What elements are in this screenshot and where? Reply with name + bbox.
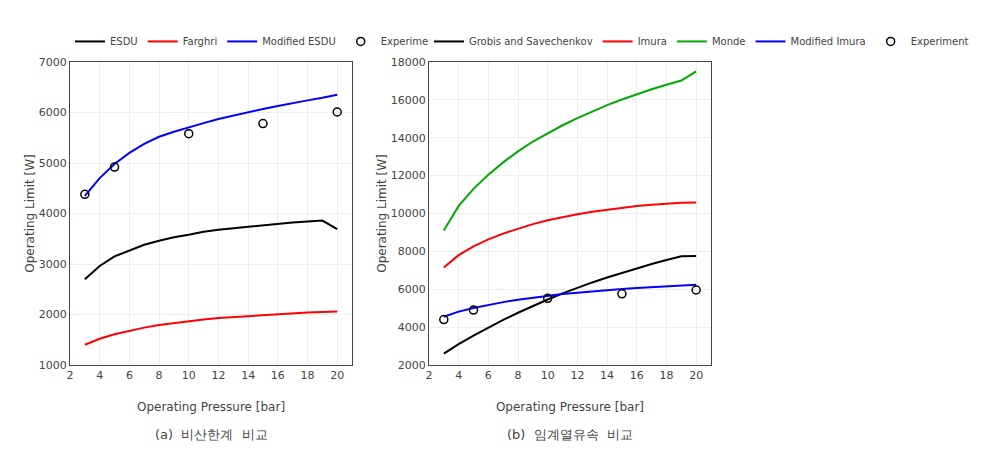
- svg-text:8000: 8000: [398, 245, 426, 258]
- svg-text:7000: 7000: [39, 56, 67, 69]
- svg-text:2000: 2000: [39, 308, 67, 321]
- svg-text:14: 14: [600, 369, 614, 382]
- svg-text:1000: 1000: [39, 359, 67, 372]
- svg-text:6: 6: [126, 369, 133, 382]
- svg-text:10000: 10000: [391, 207, 426, 220]
- svg-text:(b) 임계열유속 비교: (b) 임계열유속 비교: [507, 427, 633, 442]
- svg-text:Experiment: Experiment: [911, 36, 969, 47]
- svg-text:8: 8: [156, 369, 163, 382]
- svg-text:ESDU: ESDU: [110, 36, 138, 47]
- svg-text:(a) 비산한계 비교: (a) 비산한계 비교: [155, 427, 268, 442]
- svg-text:10: 10: [182, 369, 196, 382]
- svg-text:2: 2: [67, 369, 74, 382]
- svg-text:3000: 3000: [39, 258, 67, 271]
- svg-text:10: 10: [541, 369, 555, 382]
- svg-text:14000: 14000: [391, 132, 426, 145]
- svg-text:12: 12: [570, 369, 584, 382]
- svg-text:Modified ESDU: Modified ESDU: [262, 36, 336, 47]
- svg-text:Monde: Monde: [712, 36, 746, 47]
- svg-text:16: 16: [630, 369, 644, 382]
- svg-text:Operating Limit [W]: Operating Limit [W]: [375, 154, 389, 273]
- svg-text:6000: 6000: [39, 106, 67, 119]
- svg-text:16: 16: [271, 369, 285, 382]
- svg-text:2000: 2000: [398, 359, 426, 372]
- svg-text:Operating Pressure [bar]: Operating Pressure [bar]: [496, 400, 644, 414]
- svg-text:18000: 18000: [391, 56, 426, 69]
- svg-text:12: 12: [211, 369, 225, 382]
- svg-text:6000: 6000: [398, 283, 426, 296]
- svg-text:18: 18: [301, 369, 315, 382]
- svg-text:Operating Pressure [bar]: Operating Pressure [bar]: [137, 400, 285, 414]
- svg-text:4000: 4000: [39, 207, 67, 220]
- svg-text:20: 20: [689, 369, 703, 382]
- svg-text:Experiment: Experiment: [380, 36, 439, 48]
- svg-text:14: 14: [241, 369, 255, 382]
- svg-text:4000: 4000: [398, 321, 426, 334]
- svg-text:12000: 12000: [391, 169, 426, 182]
- svg-text:18: 18: [659, 369, 673, 382]
- svg-text:Farghri: Farghri: [183, 36, 217, 47]
- svg-text:Modified Imura: Modified Imura: [791, 36, 866, 47]
- svg-text:Imura: Imura: [638, 36, 667, 47]
- svg-text:8: 8: [515, 369, 522, 382]
- svg-text:6: 6: [485, 369, 492, 382]
- svg-text:Grobis and Savechenkov: Grobis and Savechenkov: [469, 36, 593, 47]
- svg-text:5000: 5000: [39, 157, 67, 170]
- svg-text:20: 20: [330, 369, 344, 382]
- svg-text:Operating Limit [W]: Operating Limit [W]: [23, 154, 37, 273]
- svg-text:16000: 16000: [391, 94, 426, 107]
- svg-text:4: 4: [96, 369, 103, 382]
- svg-text:2: 2: [425, 369, 432, 382]
- svg-text:4: 4: [455, 369, 462, 382]
